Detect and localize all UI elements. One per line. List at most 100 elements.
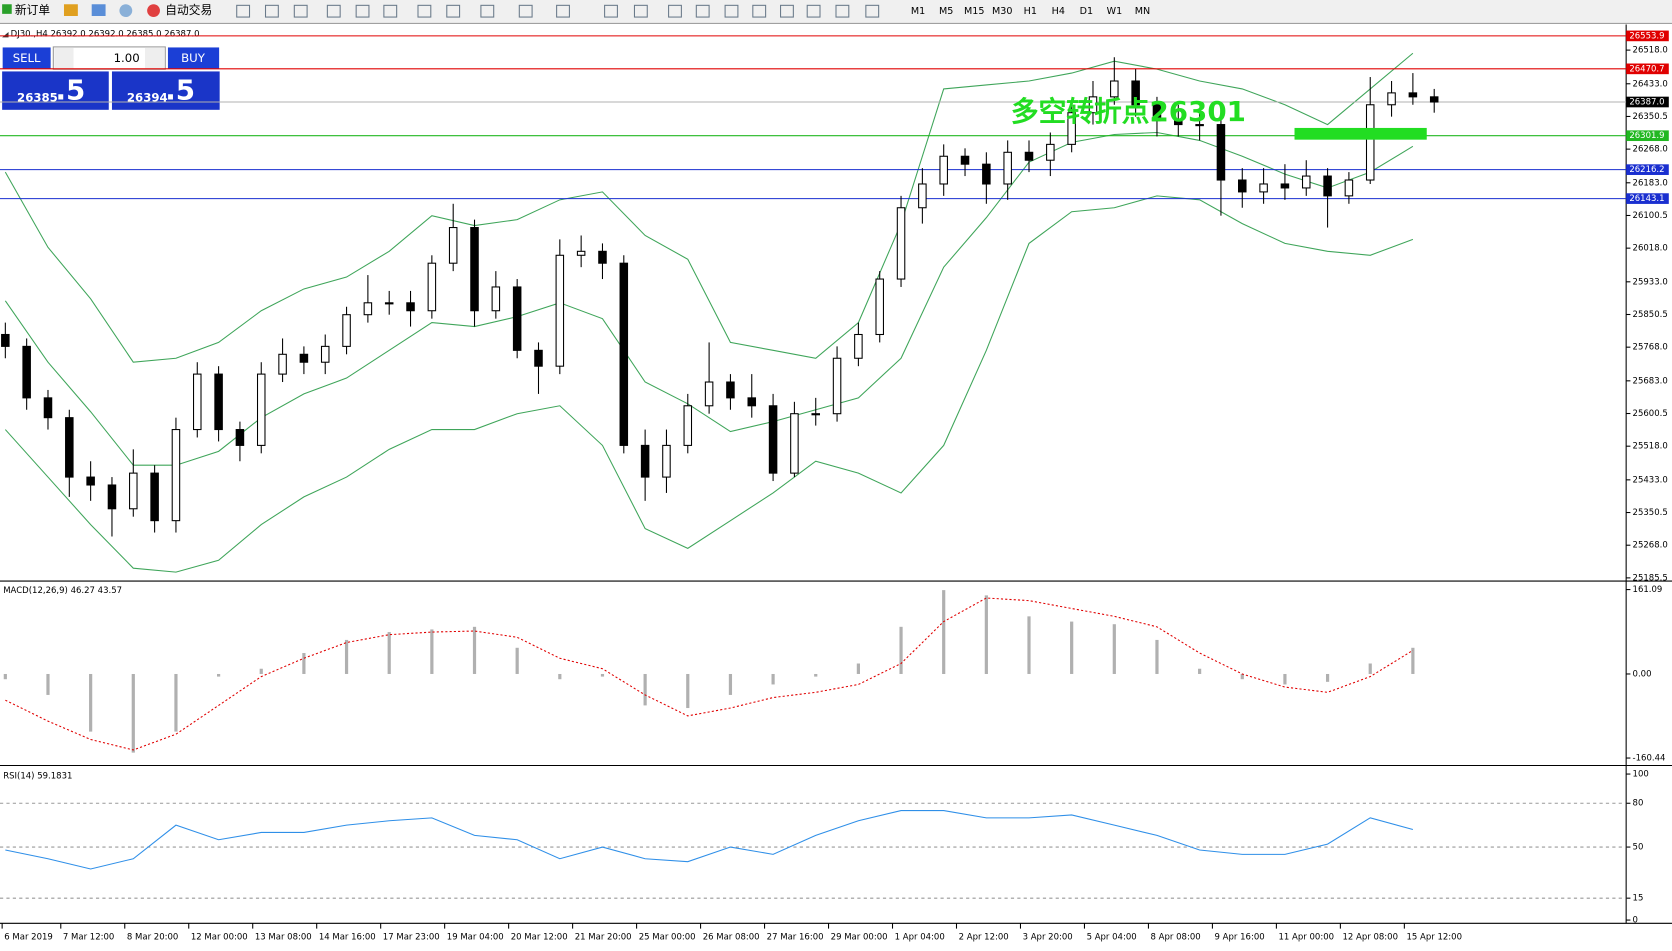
candle-body	[726, 381, 735, 399]
candle-body	[896, 207, 906, 280]
candle-body	[662, 444, 671, 478]
buy-price[interactable]: 26394	[127, 91, 168, 105]
rsi-header: RSI(14) 59.1831	[3, 772, 72, 782]
x-tick-label: 11 Apr 00:00	[1279, 933, 1335, 943]
auto-trading-button[interactable]: 自动交易	[165, 3, 212, 17]
tool-icon[interactable]	[236, 4, 251, 18]
x-tick-label: 27 Mar 16:00	[767, 933, 824, 943]
lots-down[interactable]	[54, 47, 74, 69]
timeframe-button[interactable]: W1	[1107, 6, 1123, 17]
price-level-box	[1626, 63, 1669, 75]
candle-body	[832, 357, 842, 415]
x-tick-label: 21 Mar 20:00	[575, 933, 632, 943]
tool-icon[interactable]	[556, 4, 570, 18]
candle-body	[470, 227, 479, 312]
tool-icon[interactable]	[752, 4, 767, 18]
toolbar-icon[interactable]	[119, 4, 133, 18]
price-level-label: 26143.1	[1629, 194, 1664, 204]
x-tick-label: 17 Mar 23:00	[383, 933, 440, 943]
tool-icon[interactable]	[865, 4, 880, 18]
new-order-button[interactable]: 新订单	[15, 3, 50, 17]
candle-body	[1408, 92, 1418, 98]
candle-body	[278, 353, 287, 375]
tool-icon[interactable]	[835, 4, 850, 18]
candle-body	[854, 333, 863, 359]
price-level-box	[1626, 164, 1669, 175]
candle-body	[512, 286, 522, 351]
sell-pips[interactable]: .5	[55, 74, 85, 107]
candle-body	[939, 155, 948, 185]
candle-body	[86, 476, 95, 486]
tool-icon[interactable]	[633, 4, 648, 18]
y-tick-label: 26268.0	[1633, 145, 1668, 155]
buy-pips[interactable]: .5	[165, 74, 195, 107]
lots-value[interactable]: 1.00	[114, 51, 140, 65]
timeframe-button[interactable]: H1	[1024, 6, 1037, 17]
toolbar-icon[interactable]	[91, 4, 106, 16]
toolbar-icon[interactable]	[63, 4, 78, 16]
timeframe-button[interactable]: M15	[964, 6, 984, 17]
tool-icon[interactable]	[480, 4, 495, 18]
y-tick-label: 25350.5	[1633, 508, 1668, 518]
candle-body	[43, 397, 53, 419]
candle-body	[982, 163, 991, 185]
timeframe-button[interactable]: M30	[992, 6, 1012, 17]
x-tick-label: 8 Mar 20:00	[127, 933, 178, 943]
buy-price-box[interactable]	[111, 71, 220, 110]
tool-icon[interactable]	[264, 4, 279, 18]
y-tick-label: 25518.0	[1633, 442, 1668, 452]
tool-icon[interactable]	[446, 4, 461, 18]
y-tick-label: 26518.0	[1633, 46, 1668, 56]
main-panel	[0, 24, 1627, 582]
timeframe-button[interactable]: D1	[1080, 6, 1093, 17]
timeframe-button[interactable]: M5	[939, 6, 953, 17]
y-tick-label: 0	[1633, 916, 1638, 926]
timeframe-button[interactable]: MN	[1135, 6, 1150, 17]
tool-icon[interactable]	[417, 4, 432, 18]
sell-label[interactable]: SELL	[13, 51, 41, 65]
tool-icon[interactable]	[326, 4, 341, 18]
sell-price[interactable]: 26385	[17, 91, 58, 105]
tool-icon[interactable]	[518, 4, 533, 18]
x-tick-label: 1 Apr 04:00	[895, 933, 945, 943]
candle-body	[342, 314, 351, 347]
candle-body	[22, 345, 31, 399]
y-tick-label: 25933.0	[1633, 277, 1668, 287]
sell-price-box[interactable]	[2, 71, 109, 110]
candle-body	[448, 227, 458, 264]
x-tick-label: 15 Apr 12:00	[1406, 933, 1462, 943]
tool-icon[interactable]	[355, 4, 370, 18]
tool-icon[interactable]	[806, 4, 821, 18]
lots-up[interactable]	[145, 47, 165, 69]
timeframe-button[interactable]: H4	[1052, 6, 1065, 17]
bollinger-upper	[4, 52, 1414, 363]
y-tick-label: 80	[1633, 799, 1644, 809]
price-level-label: 26301.9	[1629, 131, 1664, 141]
x-tick-label: 26 Mar 08:00	[703, 933, 760, 943]
y-tick-label: 26100.5	[1633, 211, 1668, 221]
price-level-label: 26553.9	[1629, 31, 1664, 41]
candle-body	[704, 381, 714, 407]
price-level-box	[1626, 96, 1669, 108]
y-tick-label: -160.44	[1633, 754, 1666, 764]
tool-icon[interactable]	[668, 4, 682, 18]
x-tick-label: 14 Mar 16:00	[319, 933, 376, 943]
tool-icon[interactable]	[293, 4, 308, 18]
timeframe-button[interactable]: M1	[911, 6, 925, 17]
x-tick-label: 3 Apr 20:00	[1023, 933, 1073, 943]
candle-body	[1024, 151, 1034, 161]
y-tick-label: 100	[1633, 770, 1649, 780]
buy-label[interactable]: BUY	[181, 51, 206, 65]
tool-icon[interactable]	[780, 4, 794, 18]
chart-tools: M1 M5 M15 M30 H1 H4 D1 W1 MN	[236, 4, 1150, 18]
auto-trading-icon[interactable]	[147, 4, 160, 18]
candle-body	[1174, 120, 1183, 126]
new-order-icon[interactable]	[2, 4, 12, 14]
candle-body	[960, 155, 970, 165]
tool-icon[interactable]	[724, 4, 739, 18]
tool-icon[interactable]	[695, 4, 710, 18]
tool-icon[interactable]	[604, 4, 618, 18]
tool-icon[interactable]	[383, 4, 398, 18]
candle-body	[129, 472, 138, 510]
